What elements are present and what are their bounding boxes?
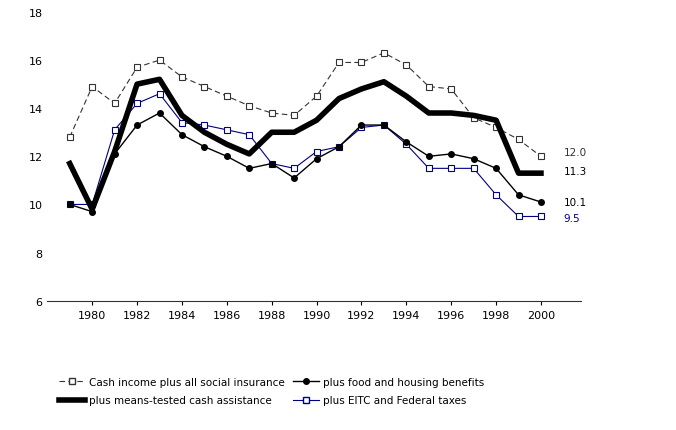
Text: 11.3: 11.3 bbox=[563, 166, 587, 176]
Text: 10.1: 10.1 bbox=[563, 197, 587, 208]
Text: 12.0: 12.0 bbox=[563, 147, 587, 157]
Text: 9.5: 9.5 bbox=[563, 213, 580, 223]
Legend: Cash income plus all social insurance, plus means-tested cash assistance, plus f: Cash income plus all social insurance, p… bbox=[59, 377, 485, 405]
